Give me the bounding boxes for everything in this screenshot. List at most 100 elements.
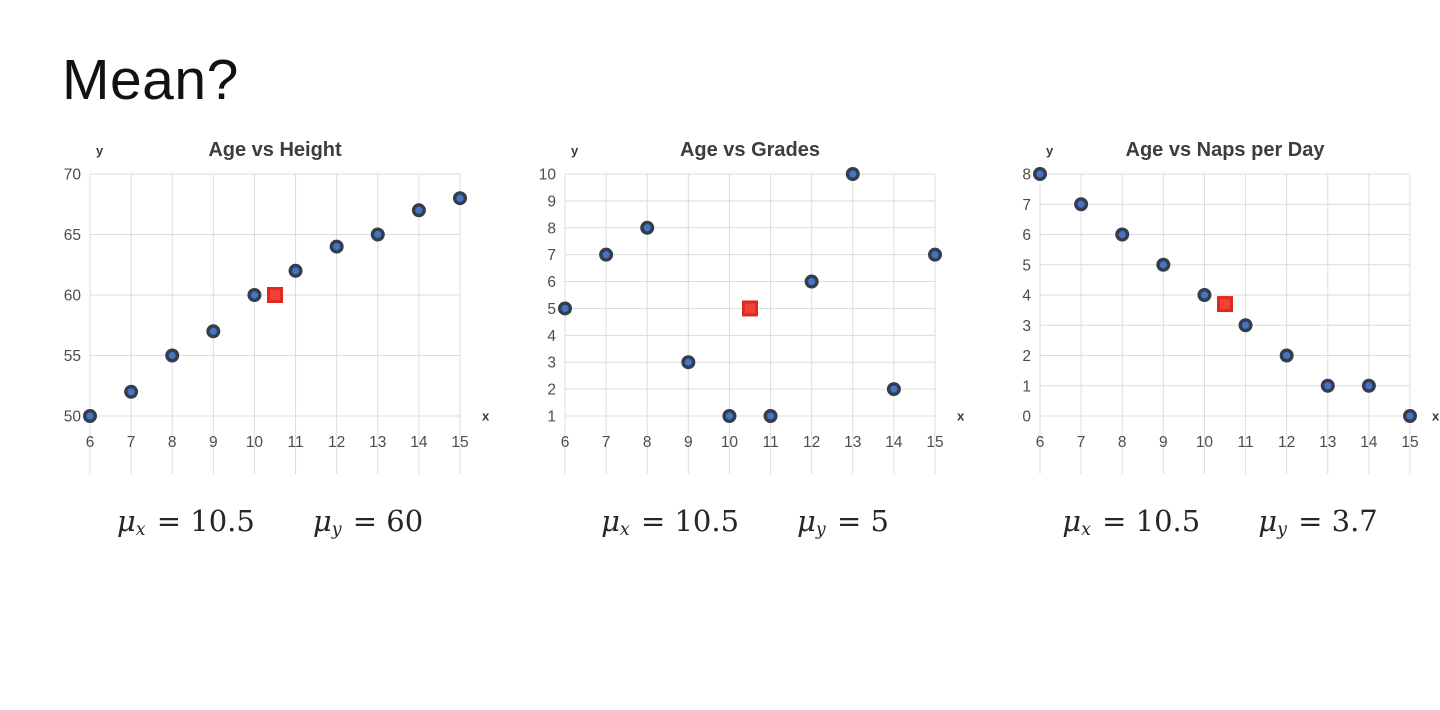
- y-tick-label: 1: [547, 408, 556, 425]
- x-tick-label: 10: [1196, 434, 1214, 451]
- data-point: [599, 247, 614, 262]
- data-point: [124, 384, 139, 399]
- x-tick-label: 10: [721, 434, 739, 451]
- y-tick-label: 3: [1022, 317, 1031, 334]
- y-tick-label: 8: [547, 220, 556, 237]
- x-tick-label: 6: [86, 434, 95, 451]
- y-tick-label: 7: [547, 247, 556, 264]
- data-point: [1197, 287, 1212, 302]
- mu-subscript: x: [135, 520, 146, 541]
- x-tick-label: 8: [643, 434, 652, 451]
- mean-formulas: μx = 10.5 μy = 60: [52, 503, 488, 541]
- y-tick-label: 5: [1022, 257, 1031, 274]
- x-tick-label: 11: [763, 434, 779, 451]
- y-tick-label: 8: [1022, 166, 1031, 183]
- mu-value: = 5: [836, 503, 889, 538]
- y-tick-label: 2: [547, 381, 556, 398]
- data-point: [411, 202, 426, 217]
- y-axis-label: y: [571, 143, 579, 158]
- x-tick-label: 6: [561, 434, 570, 451]
- x-tick-label: 7: [1077, 434, 1086, 451]
- x-tick-label: 12: [328, 434, 345, 451]
- chart-title: Age vs Height: [208, 139, 342, 161]
- x-tick-label: 7: [602, 434, 611, 451]
- y-tick-label: 60: [64, 287, 82, 304]
- x-tick-label: 6: [1036, 434, 1045, 451]
- mu-value: = 10.5: [1102, 503, 1201, 538]
- x-tick-label: 12: [1278, 434, 1295, 451]
- mu-formula: μx = 10.5: [1062, 503, 1201, 541]
- data-point: [1320, 378, 1335, 393]
- mu-symbol: μ: [601, 503, 620, 538]
- data-point: [1115, 227, 1130, 242]
- x-tick-label: 14: [1360, 434, 1378, 451]
- chart-block: Age vs Naps per Day y x 0 1 2 3 4 5 6 7 8 6 7 8 9 10 11 12…: [1002, 128, 1440, 541]
- x-tick-label: 14: [885, 434, 903, 451]
- data-point: [1156, 257, 1171, 272]
- x-tick-label: 13: [844, 434, 861, 451]
- data-point: [804, 274, 819, 289]
- x-tick-label: 11: [288, 434, 304, 451]
- y-tick-label: 70: [64, 166, 82, 183]
- data-point: [165, 348, 180, 363]
- x-tick-label: 9: [1159, 434, 1168, 451]
- x-tick-label: 12: [803, 434, 820, 451]
- y-tick-label: 7: [1022, 196, 1031, 213]
- x-axis-label: x: [957, 408, 965, 423]
- data-point: [1361, 378, 1376, 393]
- mu-formula: μy = 5: [797, 503, 889, 541]
- x-tick-label: 13: [369, 434, 386, 451]
- data-point: [83, 408, 98, 423]
- mu-symbol: μ: [797, 503, 816, 538]
- mean-marker: [1217, 295, 1233, 312]
- data-point: [558, 300, 573, 315]
- y-axis-label: y: [96, 143, 104, 158]
- y-tick-label: 1: [1022, 378, 1031, 395]
- y-tick-label: 3: [547, 354, 556, 371]
- mean-marker: [267, 286, 283, 303]
- y-tick-label: 65: [64, 227, 81, 244]
- y-tick-label: 9: [547, 193, 556, 210]
- chart-svg: Age vs Height y x 50 55 60 65 70 6 7 8 9 10 11 12 13 14 1…: [64, 139, 490, 474]
- data-point: [722, 408, 737, 423]
- mu-subscript: x: [619, 520, 630, 541]
- mu-symbol: μ: [312, 503, 332, 538]
- data-point: [681, 354, 696, 369]
- data-point: [453, 190, 468, 205]
- mu-value: = 60: [352, 503, 424, 538]
- charts-row: Age vs Height y x 50 55 60 65 70 6 7 8 9 10 11 12 13 14 1…: [0, 128, 1440, 541]
- data-point: [370, 227, 385, 242]
- data-point: [886, 381, 901, 396]
- y-tick-label: 55: [64, 348, 81, 365]
- mu-formula: μy = 3.7: [1258, 503, 1378, 541]
- mu-value: = 3.7: [1298, 503, 1378, 538]
- x-tick-label: 11: [1238, 434, 1254, 451]
- mu-value: = 10.5: [156, 503, 255, 538]
- x-tick-label: 15: [451, 434, 468, 451]
- x-axis-label: x: [1432, 408, 1440, 423]
- mu-value: = 10.5: [640, 503, 740, 538]
- x-tick-label: 14: [410, 434, 428, 451]
- slide: Mean? Age vs Height y x 50 55 60 65 70 6 7 8 9 10 11 1…: [0, 48, 1440, 710]
- y-tick-label: 2: [1022, 348, 1031, 365]
- y-tick-label: 50: [64, 408, 82, 425]
- data-point: [640, 220, 655, 235]
- data-point: [206, 323, 221, 338]
- mean-formulas: μx = 10.5 μy = 3.7: [1002, 503, 1438, 541]
- x-axis-label: x: [482, 408, 490, 423]
- data-point: [288, 263, 303, 278]
- x-tick-label: 7: [127, 434, 136, 451]
- mu-formula: μx = 10.5: [116, 503, 255, 541]
- y-tick-label: 6: [1022, 227, 1031, 244]
- chart-block: Age vs Grades y x 1 2 3 4 5 6 7 8 9 10 6 7 8 9 10 11 12 13 14…: [527, 128, 965, 541]
- mean-formulas: μx = 10.5 μy = 5: [527, 503, 963, 541]
- data-point: [247, 287, 262, 302]
- x-tick-label: 15: [1401, 434, 1418, 451]
- x-tick-label: 10: [246, 434, 264, 451]
- mu-symbol: μ: [116, 503, 136, 538]
- x-tick-label: 13: [1319, 434, 1336, 451]
- chart-block: Age vs Height y x 50 55 60 65 70 6 7 8 9 10 11 12 13 14 1…: [52, 128, 490, 541]
- data-point: [1403, 408, 1418, 423]
- x-tick-label: 9: [684, 434, 693, 451]
